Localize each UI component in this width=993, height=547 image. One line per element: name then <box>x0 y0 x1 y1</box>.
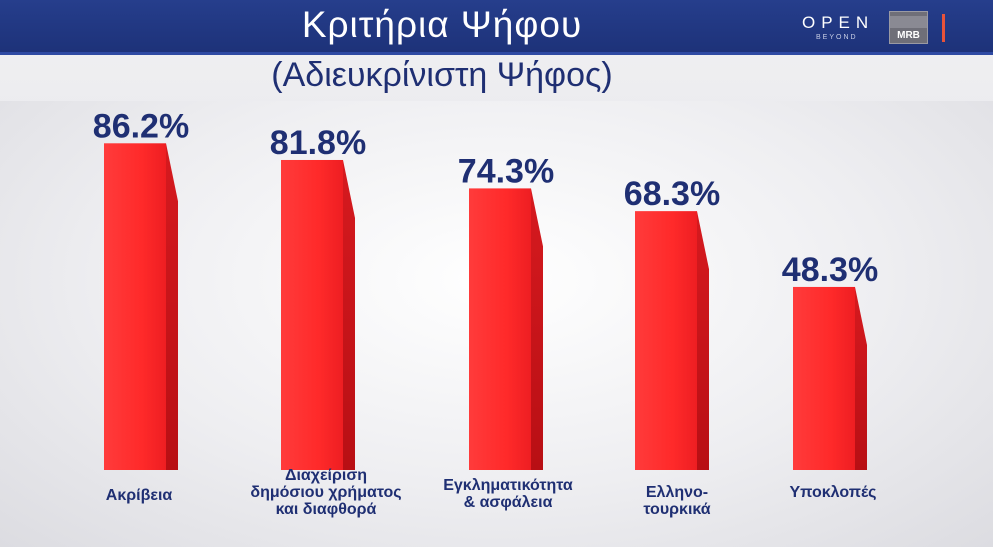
category-label-line: Υποκλοπές <box>790 484 877 501</box>
header-bar <box>0 0 993 52</box>
category-label-line: τουρκικά <box>643 501 710 518</box>
category-label-line: Ελληνο- <box>646 484 708 501</box>
bar-side-3 <box>531 188 543 470</box>
value-label-1: 86.2% <box>93 107 189 145</box>
category-label-2: Διαχείριση δημόσιου χρήματος και διαφθορά <box>250 467 401 518</box>
open-beyond-logo: OPEN <box>802 13 875 32</box>
mrb-logo-text: MRB <box>897 30 920 41</box>
header-divider <box>0 52 993 55</box>
category-label-line: και διαφθορά <box>276 501 377 518</box>
bar-5 <box>793 286 855 470</box>
page-title: Κριτήρια Ψήφου <box>301 4 583 45</box>
category-label-1: Ακρίβεια <box>106 487 173 504</box>
bar-1 <box>104 143 166 470</box>
category-label-3: Εγκληματικότητα & ασφάλεια <box>443 477 573 511</box>
open-beyond-logo-tagline: BEYOND <box>816 34 858 41</box>
bar-side-4 <box>697 211 709 470</box>
category-label-line: Ακρίβεια <box>106 487 173 504</box>
bar-side-5 <box>855 286 867 470</box>
value-label-4: 68.3% <box>624 175 720 213</box>
category-label-4: Ελληνο-τουρκικά <box>643 484 710 518</box>
bar-4 <box>635 211 697 470</box>
page-subtitle: (Αδιευκρίνιστη Ψήφος) <box>271 56 613 94</box>
bar-2 <box>281 159 343 470</box>
bar-side-2 <box>343 159 355 470</box>
category-label-5: Υποκλοπές <box>790 484 877 501</box>
value-label-3: 74.3% <box>458 152 554 190</box>
category-label-line: Εγκληματικότητα <box>443 477 573 494</box>
bar-3 <box>469 188 531 470</box>
category-label-line: Διαχείριση <box>285 467 367 484</box>
bar-side-1 <box>166 143 178 470</box>
category-label-line: & ασφάλεια <box>464 494 553 511</box>
mrb-logo: MRB <box>889 11 928 44</box>
value-label-5: 48.3% <box>782 251 878 289</box>
category-label-line: δημόσιου χρήματος <box>250 484 401 501</box>
header-accent <box>942 14 945 42</box>
value-label-2: 81.8% <box>270 124 366 162</box>
mrb-logo-band <box>890 16 927 28</box>
